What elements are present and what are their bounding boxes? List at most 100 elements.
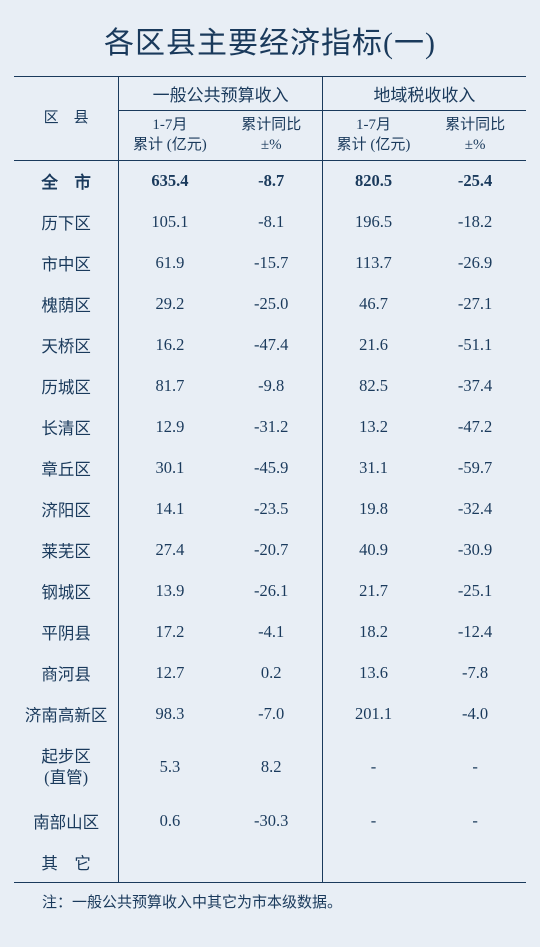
cell-budget-yoy: 8.2: [221, 735, 323, 801]
cell-tax-yoy: -27.1: [424, 284, 526, 325]
cell-tax-cum: 46.7: [322, 284, 424, 325]
cell-tax-cum: 19.8: [322, 489, 424, 530]
table-row: 平阴县17.2-4.118.2-12.4: [14, 612, 526, 653]
cell-tax-cum: -: [322, 801, 424, 842]
table-row: 商河县12.70.213.6-7.8: [14, 653, 526, 694]
table-body: 全 市635.4-8.7820.5-25.4历下区105.1-8.1196.5-…: [14, 161, 526, 883]
cell-budget-yoy: -8.7: [221, 161, 323, 202]
table-row: 章丘区30.1-45.931.1-59.7: [14, 448, 526, 489]
econ-table: 区 县 一般公共预算收入 地域税收收入 1-7月累计 (亿元) 累计同比±% 1…: [14, 76, 526, 883]
cell-budget-cum: 27.4: [119, 530, 221, 571]
cell-tax-yoy: -26.9: [424, 243, 526, 284]
header-budget-cum: 1-7月累计 (亿元): [119, 111, 221, 161]
table-row: 市中区61.9-15.7113.7-26.9: [14, 243, 526, 284]
cell-budget-yoy: -31.2: [221, 407, 323, 448]
cell-budget-cum: 12.7: [119, 653, 221, 694]
table-row: 钢城区13.9-26.121.7-25.1: [14, 571, 526, 612]
cell-tax-yoy: -30.9: [424, 530, 526, 571]
table-row: 全 市635.4-8.7820.5-25.4: [14, 161, 526, 202]
table-row: 历下区105.1-8.1196.5-18.2: [14, 202, 526, 243]
cell-budget-cum: 5.3: [119, 735, 221, 801]
cell-budget-yoy: -45.9: [221, 448, 323, 489]
cell-budget-cum: 0.6: [119, 801, 221, 842]
cell-budget-yoy: -30.3: [221, 801, 323, 842]
cell-tax-cum: 31.1: [322, 448, 424, 489]
cell-tax-cum: 21.6: [322, 325, 424, 366]
cell-region: 槐荫区: [14, 284, 119, 325]
cell-tax-yoy: -: [424, 801, 526, 842]
cell-tax-yoy: -37.4: [424, 366, 526, 407]
cell-region: 钢城区: [14, 571, 119, 612]
cell-tax-yoy: -12.4: [424, 612, 526, 653]
cell-budget-cum: 12.9: [119, 407, 221, 448]
cell-tax-yoy: -51.1: [424, 325, 526, 366]
cell-budget-cum: 635.4: [119, 161, 221, 202]
table-row: 长清区12.9-31.213.2-47.2: [14, 407, 526, 448]
table-row: 其 它: [14, 842, 526, 883]
cell-budget-yoy: -47.4: [221, 325, 323, 366]
header-tax-cum: 1-7月累计 (亿元): [322, 111, 424, 161]
cell-tax-yoy: -25.4: [424, 161, 526, 202]
cell-budget-cum: [119, 842, 221, 883]
cell-tax-cum: 40.9: [322, 530, 424, 571]
table-row: 历城区81.7-9.882.5-37.4: [14, 366, 526, 407]
page-title: 各区县主要经济指标(一): [14, 18, 526, 62]
cell-tax-yoy: -18.2: [424, 202, 526, 243]
cell-budget-cum: 98.3: [119, 694, 221, 735]
cell-tax-cum: 13.6: [322, 653, 424, 694]
cell-budget-cum: 105.1: [119, 202, 221, 243]
footnote: 注：一般公共预算收入中其它为市本级数据。: [14, 883, 526, 912]
header-region: 区 县: [14, 77, 119, 161]
cell-region: 市中区: [14, 243, 119, 284]
header-group-tax: 地域税收收入: [322, 77, 526, 111]
cell-tax-cum: 113.7: [322, 243, 424, 284]
cell-budget-cum: 14.1: [119, 489, 221, 530]
cell-budget-yoy: -4.1: [221, 612, 323, 653]
cell-budget-yoy: -23.5: [221, 489, 323, 530]
cell-region: 莱芜区: [14, 530, 119, 571]
cell-budget-cum: 30.1: [119, 448, 221, 489]
cell-region: 章丘区: [14, 448, 119, 489]
cell-tax-cum: 201.1: [322, 694, 424, 735]
cell-budget-yoy: -8.1: [221, 202, 323, 243]
cell-region: 全 市: [14, 161, 119, 202]
cell-tax-cum: 82.5: [322, 366, 424, 407]
cell-tax-cum: 196.5: [322, 202, 424, 243]
table-row: 南部山区0.6-30.3--: [14, 801, 526, 842]
table-row: 起步区(直管)5.38.2--: [14, 735, 526, 801]
cell-budget-cum: 61.9: [119, 243, 221, 284]
cell-budget-yoy: -7.0: [221, 694, 323, 735]
cell-region: 平阴县: [14, 612, 119, 653]
cell-budget-yoy: -15.7: [221, 243, 323, 284]
cell-region: 南部山区: [14, 801, 119, 842]
cell-budget-yoy: -26.1: [221, 571, 323, 612]
cell-region: 历城区: [14, 366, 119, 407]
table-row: 济南高新区98.3-7.0201.1-4.0: [14, 694, 526, 735]
cell-tax-yoy: -59.7: [424, 448, 526, 489]
cell-region: 济南高新区: [14, 694, 119, 735]
cell-region: 起步区(直管): [14, 735, 119, 801]
table-row: 济阳区14.1-23.519.8-32.4: [14, 489, 526, 530]
cell-region: 长清区: [14, 407, 119, 448]
cell-tax-cum: 21.7: [322, 571, 424, 612]
cell-budget-cum: 17.2: [119, 612, 221, 653]
table-row: 莱芜区27.4-20.740.9-30.9: [14, 530, 526, 571]
cell-region: 商河县: [14, 653, 119, 694]
cell-budget-yoy: [221, 842, 323, 883]
cell-region: 历下区: [14, 202, 119, 243]
cell-tax-cum: 18.2: [322, 612, 424, 653]
cell-tax-yoy: -4.0: [424, 694, 526, 735]
cell-budget-cum: 29.2: [119, 284, 221, 325]
cell-region: 济阳区: [14, 489, 119, 530]
header-budget-yoy: 累计同比±%: [221, 111, 323, 161]
cell-budget-yoy: -25.0: [221, 284, 323, 325]
cell-tax-cum: [322, 842, 424, 883]
cell-tax-yoy: -32.4: [424, 489, 526, 530]
cell-budget-cum: 81.7: [119, 366, 221, 407]
cell-budget-yoy: -20.7: [221, 530, 323, 571]
cell-budget-cum: 13.9: [119, 571, 221, 612]
cell-budget-yoy: -9.8: [221, 366, 323, 407]
table-row: 槐荫区29.2-25.046.7-27.1: [14, 284, 526, 325]
cell-tax-yoy: -25.1: [424, 571, 526, 612]
cell-tax-cum: -: [322, 735, 424, 801]
